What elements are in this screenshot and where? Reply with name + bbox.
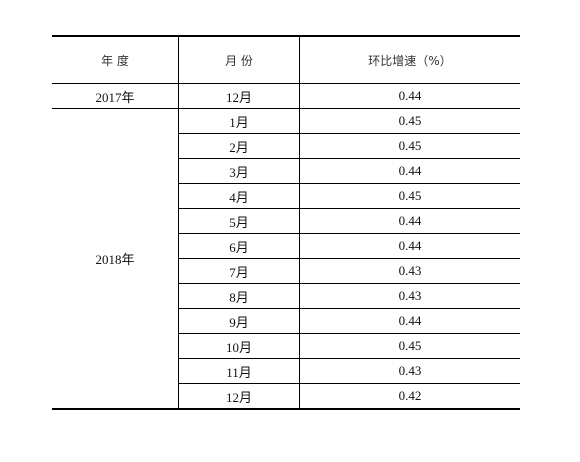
month-cell: 3月 [178, 158, 300, 184]
table-row: 5月 0.44 [52, 208, 520, 234]
month-cell: 4月 [178, 183, 300, 209]
month-cell: 1月 [178, 108, 300, 134]
header-row: 年 度 月 份 环比增速（%） [52, 36, 520, 84]
month-cell: 10月 [178, 333, 300, 359]
table-row: 12月 0.42 [52, 383, 520, 409]
table-row: 2017年 12月 0.44 [52, 83, 520, 109]
data-table: 年 度 月 份 环比增速（%） 2017年 12月 0.44 2018年 1月 0.45 2… [52, 35, 520, 410]
rate-cell: 0.45 [299, 108, 520, 134]
table-row: 7月 0.43 [52, 258, 520, 284]
rate-cell: 0.43 [299, 258, 520, 284]
table-row: 9月 0.44 [52, 308, 520, 334]
rate-cell: 0.44 [299, 83, 520, 109]
header-cell: 年 度 [52, 36, 179, 84]
table-row: 10月 0.45 [52, 333, 520, 359]
table-row: 3月 0.44 [52, 158, 520, 184]
table-row: 11月 0.43 [52, 358, 520, 384]
header-cell: 环比增速（%） [368, 53, 452, 68]
month-cell: 9月 [178, 308, 300, 334]
rate-cell: 0.43 [299, 358, 520, 384]
table-row: 2月 0.45 [52, 133, 520, 159]
rate-cell: 0.42 [299, 383, 520, 409]
rate-cell: 0.43 [299, 283, 520, 309]
month-cell: 6月 [178, 233, 300, 259]
year-cell: 2018年 [52, 108, 179, 409]
table-row: 6月 0.44 [52, 233, 520, 259]
table-row: 2018年 1月 0.45 [52, 108, 520, 409]
month-cell: 2月 [178, 133, 300, 159]
table-body: 2017年 12月 0.44 2018年 1月 0.45 2月 0.45 3月 0.44 4月 0.4… [52, 83, 520, 409]
rate-cell: 0.45 [299, 183, 520, 209]
month-cell: 8月 [178, 283, 300, 309]
month-cell: 5月 [178, 208, 300, 234]
rate-cell: 0.44 [299, 308, 520, 334]
header-cell: 月 份 [178, 36, 300, 84]
rate-cell: 0.44 [299, 158, 520, 184]
year-cell: 2017年 [52, 83, 179, 109]
month-cell: 12月 [178, 83, 300, 109]
table-row: 4月 0.45 [52, 183, 520, 209]
month-cell: 12月 [178, 383, 300, 409]
rate-cell: 0.45 [299, 333, 520, 359]
rate-cell: 0.44 [299, 208, 520, 234]
rate-cell: 0.44 [299, 233, 520, 259]
month-cell: 7月 [178, 258, 300, 284]
month-cell: 11月 [178, 358, 300, 384]
table-row: 8月 0.43 [52, 283, 520, 309]
rate-cell: 0.45 [299, 133, 520, 159]
